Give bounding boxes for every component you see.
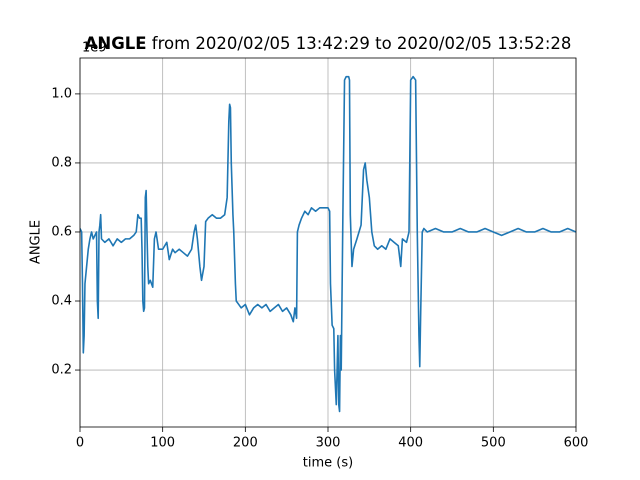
title-rest: from 2020/02/05 13:42:29 to 2020/02/05 1… [152, 34, 572, 53]
offset-label: 1e9 [82, 41, 107, 56]
y-tick-label: 0.8 [51, 155, 72, 170]
chart-title: ANGLE from 2020/02/05 13:42:29 to 2020/0… [85, 34, 572, 53]
x-tick-label: 400 [398, 436, 423, 451]
y-tick-label: 0.2 [51, 363, 72, 378]
x-axis-label: time (s) [303, 456, 353, 471]
y-tick-label: 1.0 [51, 86, 72, 101]
y-axis-label: ANGLE [29, 220, 44, 264]
x-tick-label: 600 [564, 436, 589, 451]
data-line [80, 75, 576, 413]
title-bold: ANGLE [85, 34, 147, 53]
x-tick-label: 500 [481, 436, 506, 451]
x-tick-label: 300 [316, 436, 341, 451]
x-tick-label: 0 [76, 436, 84, 451]
y-tick-label: 0.6 [51, 224, 72, 239]
plot-frame [79, 57, 577, 428]
y-tick-label: 0.4 [51, 294, 72, 309]
x-tick-label: 200 [233, 436, 258, 451]
x-tick-label: 100 [150, 436, 175, 451]
